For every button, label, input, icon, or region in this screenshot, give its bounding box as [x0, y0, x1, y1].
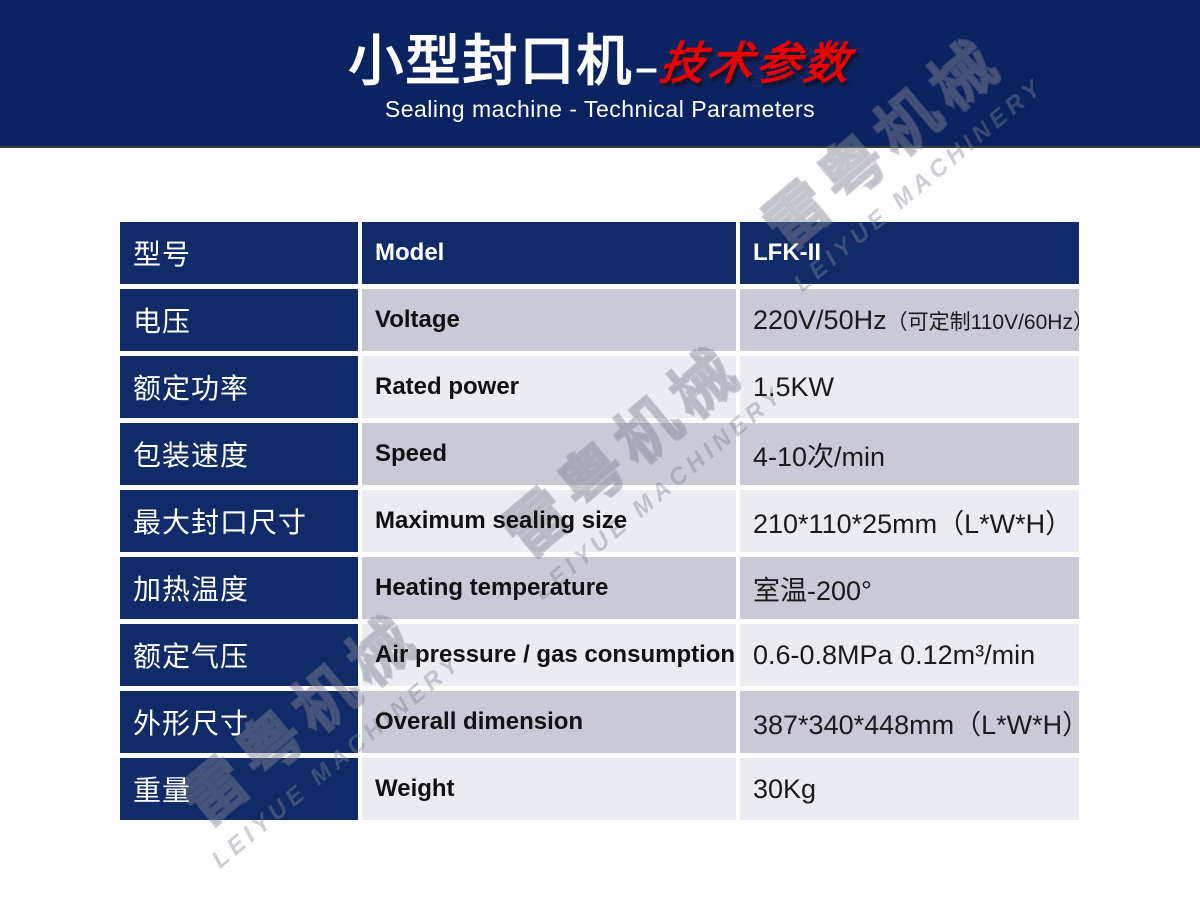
row-voltage-value: 220V/50Hz（可定制110V/60Hz） — [740, 289, 1079, 351]
row-air-pressure-label-en: Air pressure / gas consumption — [362, 624, 736, 686]
row-sealing-size-value: 210*110*25mm（L*W*H） — [740, 490, 1079, 552]
row-dimension-label-en: Overall dimension — [362, 691, 736, 753]
row-voltage-label-cn: 电压 — [120, 289, 358, 351]
row-heating-temp-value: 室温-200° — [740, 557, 1079, 619]
row-rated-power-value: 1.5KW — [740, 356, 1079, 418]
row-heating-temp-label-cn: 加热温度 — [120, 557, 358, 619]
spec-header-value: LFK-II — [740, 222, 1079, 284]
row-sealing-size-label-en: Maximum sealing size — [362, 490, 736, 552]
spec-header-label-en: Model — [362, 222, 736, 284]
page-subtitle: Sealing machine - Technical Parameters — [384, 96, 816, 122]
row-sealing-size-label-cn: 最大封口尺寸 — [120, 490, 358, 552]
row-weight-value: 30Kg — [740, 758, 1079, 820]
row-dimension-label-cn: 外形尺寸 — [120, 691, 358, 753]
row-air-pressure-value: 0.6-0.8MPa 0.12m³/min — [740, 624, 1079, 686]
row-speed-label-cn: 包装速度 — [120, 423, 358, 485]
spec-header-label-cn: 型号 — [120, 222, 358, 284]
row-air-pressure-label-cn: 额定气压 — [120, 624, 358, 686]
row-weight-label-cn: 重量 — [120, 758, 358, 820]
spec-table: 型号 Model LFK-II 电压 Voltage 220V/50Hz（可定制… — [120, 222, 1079, 820]
row-speed-value: 4-10次/min — [740, 423, 1079, 485]
value-note: （可定制110V/60Hz） — [886, 310, 1079, 334]
title-chinese: 小型封口机 — [348, 30, 634, 92]
title-accent-red: 技术参数 — [656, 38, 856, 89]
row-weight-label-en: Weight — [362, 758, 736, 820]
row-heating-temp-label-en: Heating temperature — [362, 557, 736, 619]
row-speed-label-en: Speed — [362, 423, 736, 485]
header-banner: 小型封口机 – 技术参数 Sealing machine - Technical… — [0, 0, 1200, 148]
row-rated-power-label-en: Rated power — [362, 356, 736, 418]
title-dash: – — [635, 46, 658, 90]
page-title: 小型封口机 – 技术参数 — [0, 0, 1200, 92]
row-rated-power-label-cn: 额定功率 — [120, 356, 358, 418]
row-voltage-label-en: Voltage — [362, 289, 736, 351]
row-dimension-value: 387*340*448mm（L*W*H） — [740, 691, 1079, 753]
